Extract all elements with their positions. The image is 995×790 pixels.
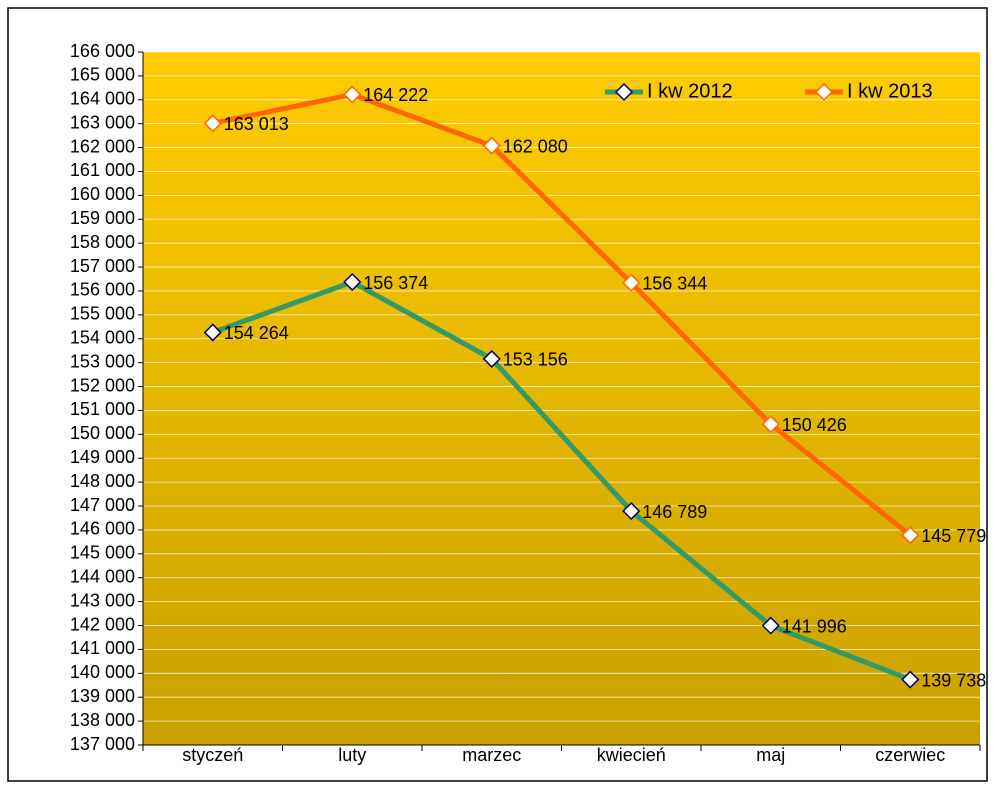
marker [622, 273, 641, 292]
y-tick-label: 164 000 [70, 89, 135, 109]
data-label: 141 996 [782, 616, 847, 636]
legend-label: I kw 2013 [847, 80, 933, 102]
y-tick-label: 158 000 [70, 232, 135, 252]
x-tick-label: styczeń [182, 745, 243, 765]
marker [203, 323, 222, 342]
marker [343, 272, 362, 292]
legend-marker [614, 82, 634, 102]
data-label: 154 264 [224, 323, 289, 343]
y-tick-label: 141 000 [70, 638, 135, 658]
y-tick-label: 151 000 [70, 399, 135, 419]
y-tick-label: 138 000 [70, 710, 135, 730]
legend-marker [814, 82, 834, 102]
data-label: 164 222 [363, 85, 428, 105]
y-tick-label: 161 000 [70, 160, 135, 180]
marker [901, 526, 920, 545]
y-tick-label: 139 000 [70, 686, 135, 706]
x-tick-label: czerwiec [875, 745, 945, 765]
y-tick-label: 145 000 [70, 543, 135, 563]
marker [622, 502, 641, 521]
data-label: 156 374 [363, 273, 428, 293]
y-tick-label: 147 000 [70, 495, 135, 515]
x-tick-label: marzec [462, 745, 521, 765]
y-tick-label: 144 000 [70, 566, 135, 586]
series-line [211, 279, 912, 682]
data-label: 162 080 [503, 136, 568, 156]
plot-area [143, 52, 980, 745]
data-label: 163 013 [224, 114, 289, 134]
data-label: 139 738 [921, 670, 986, 690]
y-tick-label: 163 000 [70, 112, 135, 132]
y-tick-label: 155 000 [70, 304, 135, 324]
y-tick-label: 148 000 [70, 471, 135, 491]
y-tick-label: 150 000 [70, 423, 135, 443]
y-tick-label: 146 000 [70, 519, 135, 539]
marker [901, 670, 920, 689]
data-label: 150 426 [782, 415, 847, 435]
marker [761, 616, 780, 635]
series-line [212, 91, 912, 538]
marker [761, 415, 780, 434]
marker [343, 85, 362, 104]
data-label: 156 344 [642, 273, 707, 293]
data-label: 145 779 [921, 526, 986, 546]
y-tick-label: 143 000 [70, 590, 135, 610]
y-tick-label: 152 000 [70, 375, 135, 395]
y-tick-label: 166 000 [70, 41, 135, 61]
x-tick-label: kwiecień [597, 745, 666, 765]
x-tick-label: maj [756, 745, 785, 765]
marker [203, 114, 222, 133]
y-tick-label: 154 000 [70, 328, 135, 348]
y-tick-label: 165 000 [70, 65, 135, 85]
data-label: 153 156 [503, 350, 568, 370]
y-tick-label: 142 000 [70, 614, 135, 634]
y-tick-label: 159 000 [70, 208, 135, 228]
legend-label: I kw 2012 [647, 80, 733, 102]
y-tick-label: 156 000 [70, 280, 135, 300]
y-tick-label: 162 000 [70, 136, 135, 156]
x-tick-label: luty [338, 745, 366, 765]
y-tick-label: 140 000 [70, 662, 135, 682]
y-tick-label: 160 000 [70, 184, 135, 204]
y-tick-label: 149 000 [70, 447, 135, 467]
y-tick-label: 157 000 [70, 256, 135, 276]
y-tick-label: 137 000 [70, 734, 135, 754]
data-label: 146 789 [642, 502, 707, 522]
marker [482, 349, 501, 368]
marker [482, 136, 501, 155]
y-tick-label: 153 000 [70, 351, 135, 371]
